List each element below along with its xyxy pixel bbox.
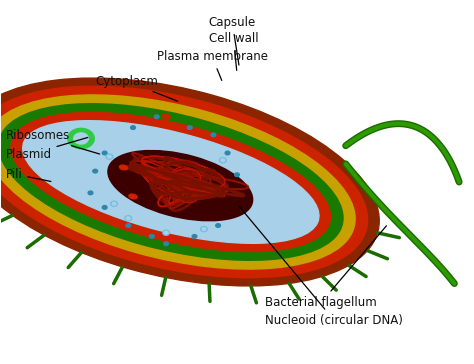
Ellipse shape [125,216,132,221]
Ellipse shape [216,224,220,228]
Text: Capsule: Capsule [209,16,256,65]
Ellipse shape [225,151,230,155]
Ellipse shape [102,151,107,155]
Ellipse shape [23,121,319,243]
Ellipse shape [88,191,93,195]
Ellipse shape [155,115,159,119]
Ellipse shape [235,173,239,177]
Ellipse shape [150,234,155,238]
Ellipse shape [111,201,118,206]
Ellipse shape [187,126,192,130]
Text: Bacterial flagellum: Bacterial flagellum [265,226,386,309]
Ellipse shape [108,151,253,221]
Ellipse shape [11,112,330,252]
Ellipse shape [106,154,113,159]
Ellipse shape [219,158,226,163]
Ellipse shape [68,128,94,149]
Ellipse shape [126,224,131,228]
Ellipse shape [211,133,216,136]
Ellipse shape [0,78,379,286]
Ellipse shape [102,206,107,209]
Text: Ribosomes: Ribosomes [5,129,100,154]
Text: Cytoplasm: Cytoplasm [95,75,178,101]
Ellipse shape [108,155,111,158]
Ellipse shape [163,230,169,235]
Ellipse shape [192,234,197,238]
Text: Nucleoid (circular DNA): Nucleoid (circular DNA) [239,206,403,327]
Text: Plasma membrane: Plasma membrane [156,50,268,80]
Ellipse shape [112,202,116,205]
Text: Pili: Pili [5,167,51,182]
Ellipse shape [93,169,98,173]
Ellipse shape [201,227,207,232]
Ellipse shape [0,95,355,269]
Ellipse shape [202,228,206,230]
Ellipse shape [129,194,137,199]
Ellipse shape [131,126,136,130]
Ellipse shape [0,104,343,260]
Ellipse shape [221,159,225,162]
Ellipse shape [164,231,168,234]
Ellipse shape [74,133,88,144]
Ellipse shape [119,165,128,170]
Text: Cell wall: Cell wall [209,32,258,71]
Ellipse shape [162,114,170,119]
Ellipse shape [0,86,368,278]
Ellipse shape [127,217,130,220]
Ellipse shape [164,242,168,245]
Text: Plasmid: Plasmid [5,138,88,161]
